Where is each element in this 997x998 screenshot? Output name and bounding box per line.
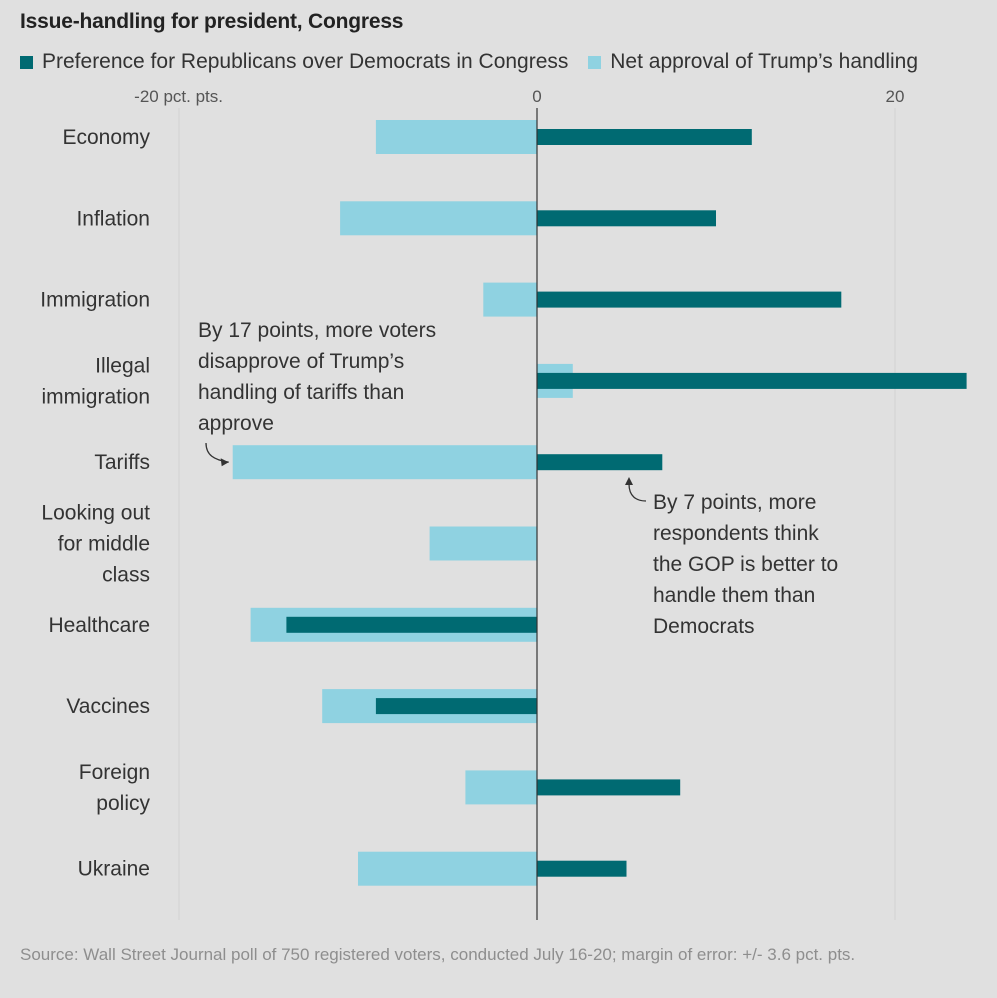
annotation-preference-text: By 7 points, more	[653, 491, 816, 514]
bar-net-approval	[429, 526, 537, 561]
category-label: Vaccines	[66, 695, 150, 718]
bar-net-approval	[375, 120, 537, 154]
annotation-approval-text: approve	[198, 412, 274, 435]
bar-gop-preference	[375, 698, 537, 715]
chart-title: Issue-handling for president, Congress	[20, 10, 404, 33]
bar-chart: -20 pct. pts. 0 20 Economy Inflation Immigrat…	[40, 87, 967, 920]
annotation-approval-text: By 17 points, more voters	[198, 319, 436, 342]
annotation-approval-text: disapprove of Trump’s	[198, 350, 404, 373]
category-label: Immigration	[40, 289, 150, 312]
x-tick-label: -20 pct. pts.	[134, 87, 223, 106]
category-label: Inflation	[76, 207, 150, 230]
annotation-approval-arrow	[205, 442, 229, 463]
bar-gop-preference	[537, 129, 752, 145]
category-label: Foreign	[79, 761, 150, 784]
category-label: Looking out	[41, 502, 150, 525]
bar-gop-preference	[537, 779, 681, 796]
bar-net-approval	[232, 445, 537, 480]
category-label: policy	[96, 792, 150, 815]
category-label: Ukraine	[78, 858, 150, 881]
annotation-preference-text: handle them than	[653, 584, 815, 607]
category-label: Illegal	[95, 354, 150, 377]
annotation-approval-arrowhead	[220, 458, 229, 467]
x-tick-label: 0	[532, 87, 541, 106]
annotation-preference-arrow	[628, 483, 647, 502]
category-label: for middle	[58, 533, 150, 556]
bar-net-approval	[465, 770, 537, 805]
legend-label-trump-approval: Net approval of Trump’s handling	[610, 50, 919, 73]
bar-net-approval	[358, 851, 537, 886]
category-label: class	[102, 564, 150, 587]
annotation-preference-text: respondents think	[653, 522, 819, 545]
category-label: Economy	[62, 126, 150, 149]
annotation-preference-arrowhead	[625, 477, 633, 485]
bar-net-approval	[340, 201, 537, 236]
annotation-preference-text: Democrats	[653, 615, 755, 638]
bar-gop-preference	[537, 372, 967, 389]
annotation-approval-text: handling of tariffs than	[198, 381, 404, 404]
source-note: Source: Wall Street Journal poll of 750 …	[20, 945, 856, 964]
legend-item-gop-preference: Preference for Republicans over Democrat…	[20, 50, 568, 74]
legend-label-gop-preference: Preference for Republicans over Democrat…	[42, 50, 569, 73]
bar-gop-preference	[286, 616, 537, 633]
legend: Preference for Republicans over Democrat…	[20, 50, 932, 75]
legend-swatch-light-blue	[588, 55, 602, 69]
category-label: Tariffs	[94, 451, 150, 474]
category-label: immigration	[41, 385, 150, 408]
bar-gop-preference	[537, 860, 627, 877]
category-label: Healthcare	[48, 614, 150, 637]
annotation-preference-text: the GOP is better to	[653, 553, 838, 576]
bar-gop-preference	[537, 210, 716, 227]
legend-swatch-dark-teal	[20, 55, 33, 69]
x-tick-label: 20	[886, 87, 905, 106]
legend-item-trump-approval: Net approval of Trump’s handling	[588, 50, 918, 74]
bar-gop-preference	[537, 454, 663, 471]
bar-net-approval	[483, 282, 537, 317]
bar-gop-preference	[537, 291, 842, 308]
